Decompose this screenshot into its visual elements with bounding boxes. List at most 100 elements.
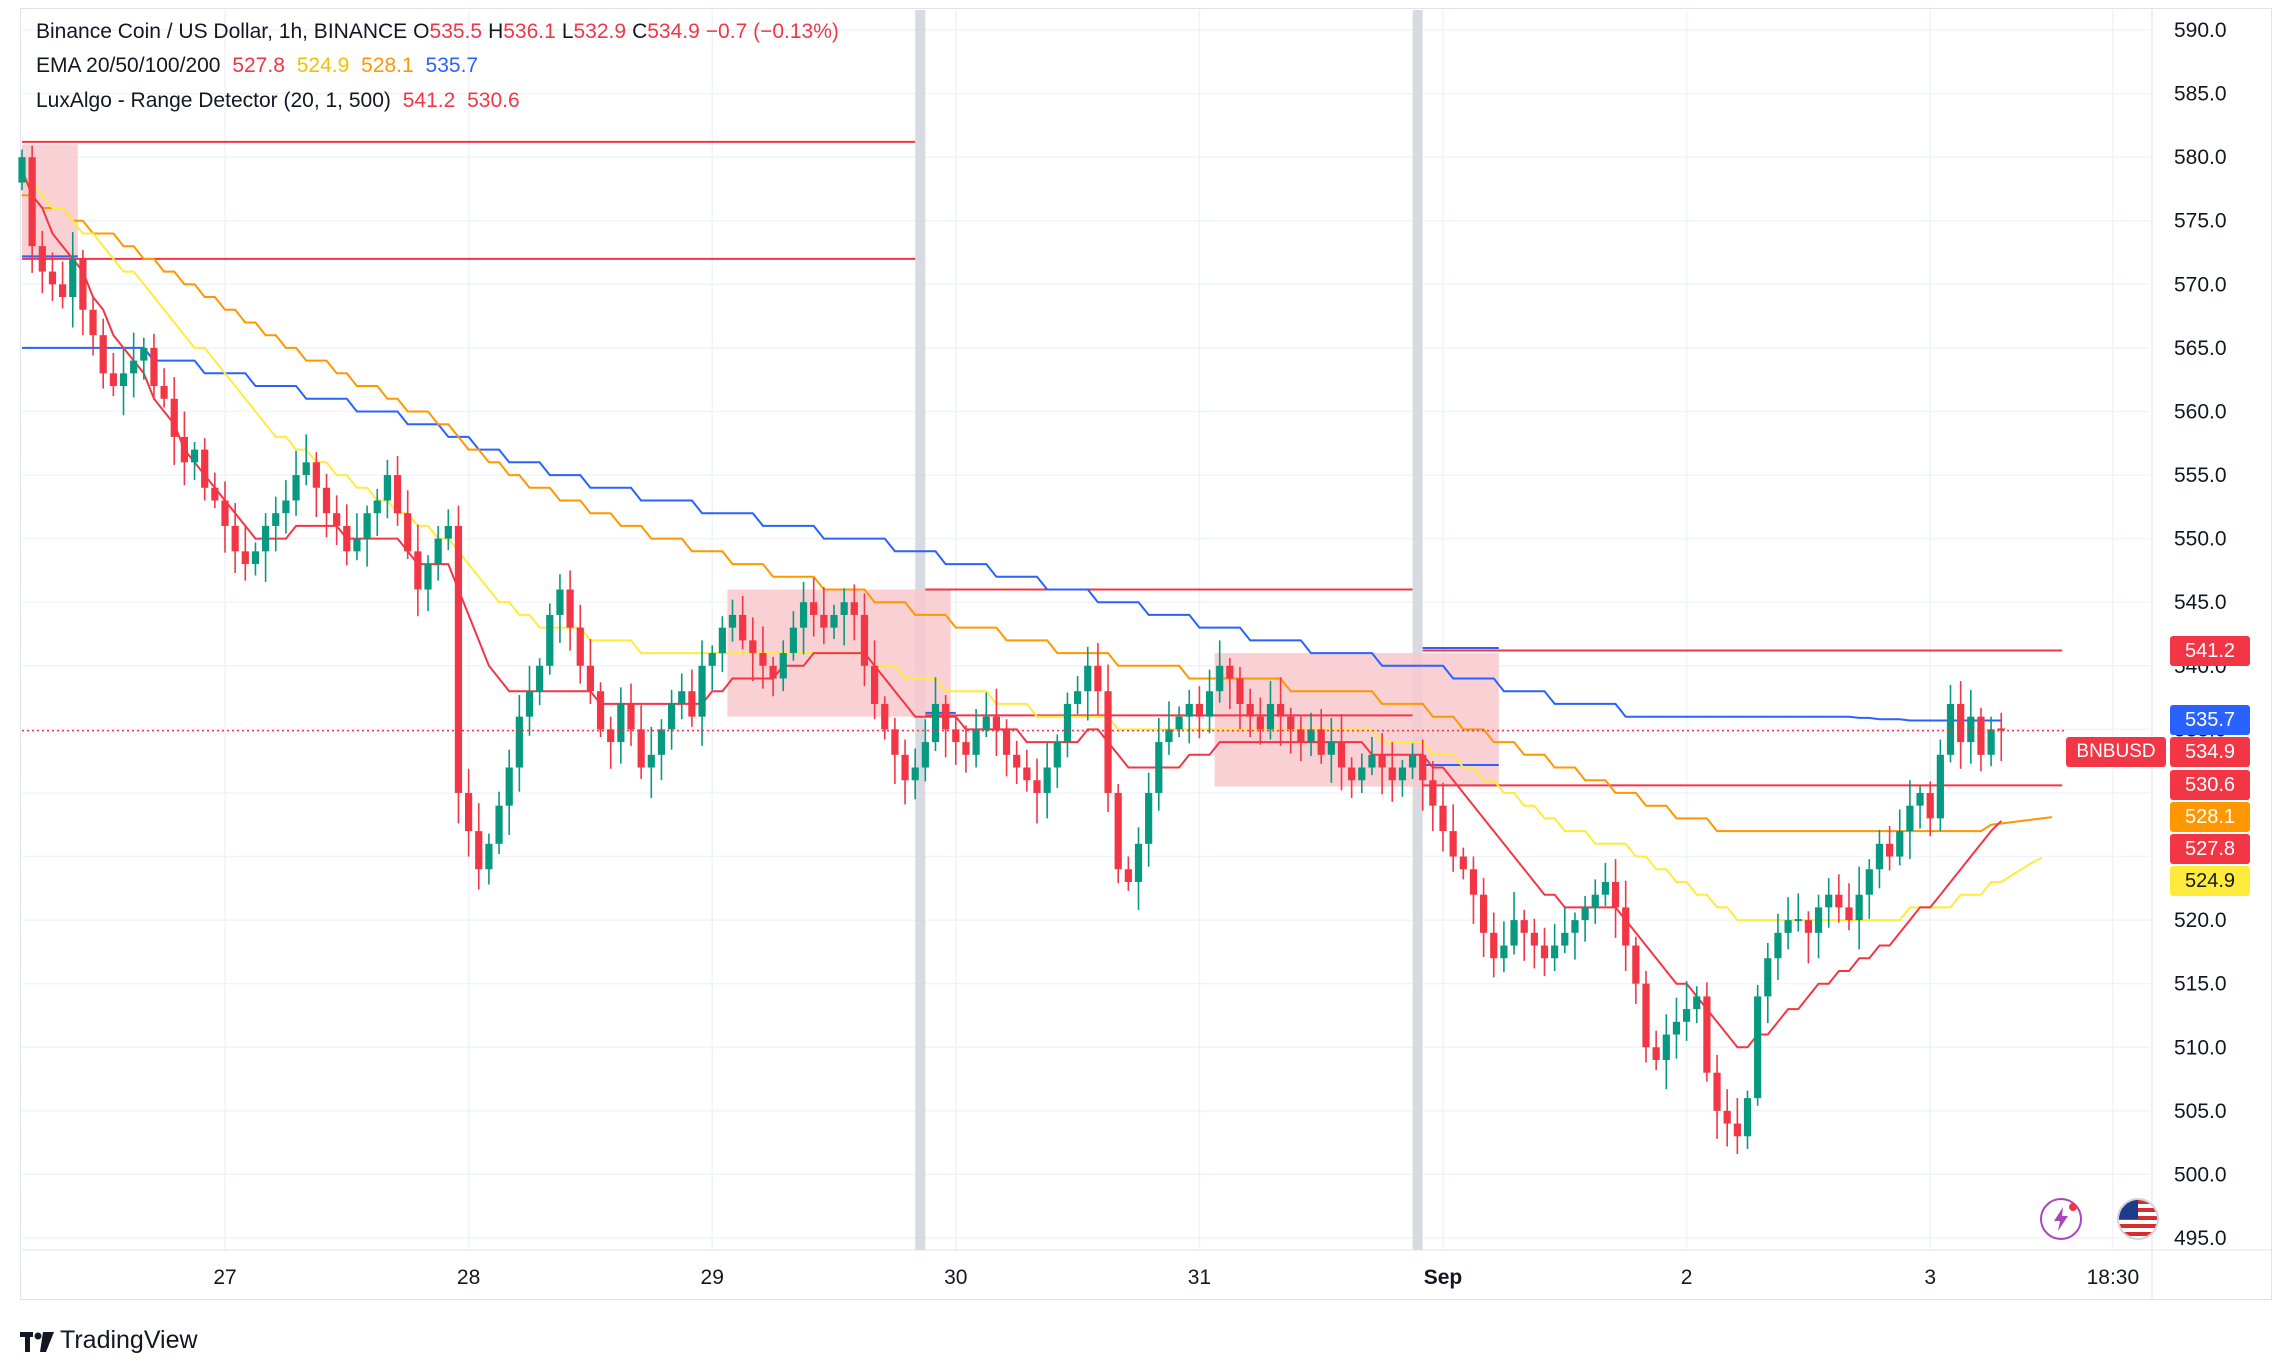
candle-down [1114,784,1122,884]
candle-down [810,578,818,637]
candle-down [1652,1030,1660,1071]
candle-body [1134,843,1143,882]
candle-up [1784,897,1792,950]
candle-up [1855,866,1863,950]
candle-up [708,645,716,690]
candle-up [647,726,655,799]
price-tag-range-lower: 530.6 [2170,770,2250,801]
candle-body [637,729,645,768]
candle-body [180,436,188,463]
candle-body [799,602,808,628]
candle-down [333,495,341,545]
candle-body [69,258,77,298]
candle-body [627,703,635,730]
ema100-line [22,194,2053,833]
candle-down [576,604,584,684]
candle-body [992,716,1000,730]
session-break [1412,10,1423,1250]
candle-body [820,614,828,628]
candle-body [1205,691,1214,717]
candle-body [871,665,879,704]
candle-down [1540,927,1549,977]
candle-up [1936,739,1944,832]
candle-body [1439,805,1447,832]
candle-body [556,589,564,615]
legend-range-lower: 530.6 [467,89,520,112]
lightning-icon[interactable] [2040,1198,2082,1240]
candle-down [1246,688,1254,737]
legend-ema100: 528.1 [361,54,414,77]
candle-body [1683,1009,1691,1022]
candle-down [231,503,239,573]
candle-body [444,525,452,539]
candle-down [1459,847,1467,880]
tradingview-logo[interactable]: TradingView [20,1320,198,1360]
candle-body [302,462,310,476]
candle-up [1814,894,1823,959]
candle-up [1145,772,1153,867]
candle-up [1074,675,1082,715]
candle-up [495,791,503,854]
candle-up [1368,736,1376,776]
candle-down [1713,1054,1721,1139]
candle-up [353,513,361,561]
ema50-line [22,181,2043,922]
candle-down [201,438,209,501]
candle-up [383,459,391,519]
candle-body [404,513,412,552]
candle-down [586,639,594,704]
candle-body [1145,792,1153,844]
candle-down [1297,716,1305,762]
candle-body [708,653,716,666]
candle-body [1013,754,1021,768]
candle-body [353,538,361,552]
candle-body [38,246,46,272]
candle-body [1459,856,1467,870]
candle-down [28,145,36,273]
candle-up [262,513,270,582]
candles [18,145,2005,1155]
candle-up [1774,913,1782,980]
candle-body [1845,907,1853,921]
candle-body [1378,754,1386,768]
candle-down [1419,739,1427,811]
candle-body [1733,1123,1741,1137]
candle-body [282,500,290,514]
legend-symbol: Binance Coin / US Dollar, 1h, BINANCE [36,20,408,43]
candle-down [860,593,869,687]
candle-up [1591,879,1599,924]
candle-up [911,748,919,800]
candle-body [931,703,940,743]
candle-down [1429,761,1437,832]
us-flag-icon[interactable] [2117,1198,2159,1240]
candle-body [566,589,574,628]
candle-body [373,500,381,514]
price-tick-label: 515.0 [2174,973,2227,996]
candle-up [1408,743,1417,779]
candle-down [99,318,107,389]
candle-up [1946,684,1955,763]
candle-body [424,564,432,590]
candle-down [1977,707,1985,772]
candle-body [1124,869,1132,882]
candle-body [48,271,57,285]
candle-body [414,551,422,590]
candle-body [170,398,178,437]
candle-up [251,542,260,576]
candle-body [262,525,270,552]
candle-body [1246,703,1254,717]
candle-up [444,509,452,551]
candle-body [1002,729,1011,755]
candle-body [1063,703,1072,743]
candle-down [180,411,188,486]
candle-body [1226,665,1234,679]
candle-body [1855,894,1863,921]
legend-range-row[interactable]: LuxAlgo - Range Detector (20, 1, 500) 54… [36,89,526,113]
candle-down [1439,782,1447,852]
price-tag-ema100: 528.1 [2170,802,2250,833]
candle-down [454,505,463,824]
candle-body [1277,703,1285,717]
legend-symbol-row[interactable]: Binance Coin / US Dollar, 1h, BINANCE O53… [36,20,845,44]
legend-ema-row[interactable]: EMA 20/50/100/200 527.8 524.9 528.1 535.… [36,54,484,78]
